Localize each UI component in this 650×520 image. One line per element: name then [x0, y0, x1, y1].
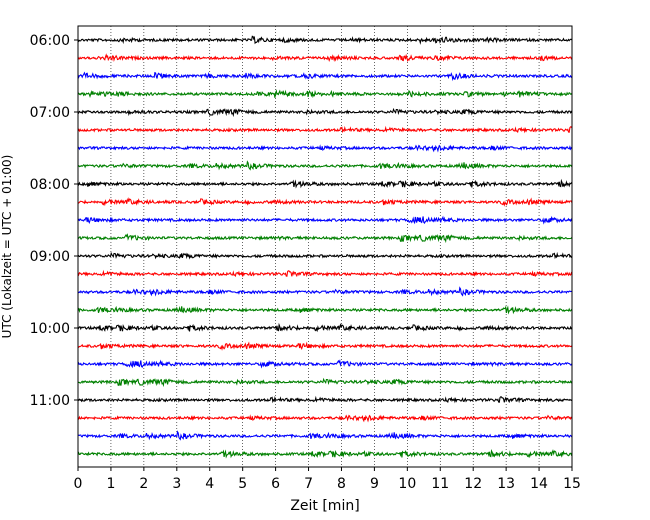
- x-tick-label-5: 5: [238, 476, 247, 492]
- trace-1015: [77, 341, 573, 351]
- y-axis-label: UTC (Lokalzeit = UTC + 01:00): [0, 155, 14, 339]
- x-tick-label-12: 12: [464, 476, 482, 492]
- y-tick-label-1: 07:00: [30, 105, 70, 121]
- x-tick-label-13: 13: [497, 476, 515, 492]
- x-tick-label-1: 1: [106, 476, 115, 492]
- x-tick-label-14: 14: [530, 476, 548, 492]
- x-tick-label-10: 10: [398, 476, 416, 492]
- trace-0645: [77, 89, 573, 99]
- trace-1130: [77, 430, 573, 441]
- trace-1030: [77, 359, 573, 369]
- trace-0630: [77, 71, 573, 82]
- y-tick-label-5: 11:00: [30, 393, 70, 409]
- trace-1045: [77, 377, 573, 388]
- trace-0730: [77, 144, 573, 153]
- x-tick-label-7: 7: [304, 476, 313, 492]
- x-tick-label-0: 0: [74, 476, 83, 492]
- y-tick-label-4: 10:00: [30, 321, 70, 337]
- plot-frame: [77, 25, 573, 468]
- x-tick-label-6: 6: [271, 476, 280, 492]
- seismic-traces: [77, 35, 573, 459]
- trace-0600: [77, 35, 573, 45]
- y-tick-label-3: 09:00: [30, 249, 70, 265]
- y-axis-ticks: 06:00 07:00 08:00 09:00 10:00 11:00: [30, 33, 78, 409]
- trace-1115: [77, 414, 573, 423]
- trace-1000: [77, 322, 573, 333]
- x-tick-label-9: 9: [370, 476, 379, 492]
- x-tick-label-4: 4: [205, 476, 214, 492]
- x-tick-label-2: 2: [139, 476, 148, 492]
- trace-0800: [77, 178, 573, 189]
- trace-0900: [77, 251, 573, 260]
- x-tick-label-8: 8: [337, 476, 346, 492]
- trace-0700: [77, 107, 573, 118]
- x-axis-label: Zeit [min]: [290, 498, 359, 514]
- x-tick-label-3: 3: [172, 476, 181, 492]
- trace-1100: [77, 395, 573, 404]
- x-tick-label-11: 11: [431, 476, 449, 492]
- trace-0945: [77, 305, 573, 315]
- trace-0615: [77, 53, 573, 63]
- trace-0745: [77, 160, 573, 171]
- y-tick-label-2: 08:00: [30, 177, 70, 193]
- trace-0915: [77, 269, 573, 278]
- trace-0715: [77, 125, 573, 134]
- trace-1145: [77, 448, 573, 459]
- trace-0930: [77, 286, 573, 297]
- x-axis-ticks: 0 1 2 3 4 5 6 7 8 9 10 11 12 13 14 15: [74, 467, 581, 492]
- trace-0815: [77, 197, 573, 207]
- trace-0830: [77, 215, 573, 225]
- y-tick-label-0: 06:00: [30, 33, 70, 49]
- x-tick-label-15: 15: [563, 476, 581, 492]
- trace-0845: [78, 233, 573, 244]
